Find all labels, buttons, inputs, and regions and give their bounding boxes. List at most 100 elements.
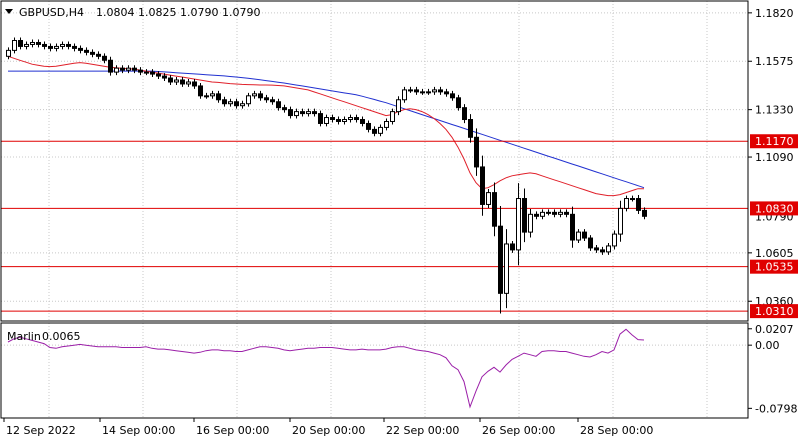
indicator-value: 0.0065 [42, 330, 81, 343]
candle [42, 41, 47, 50]
candle [72, 43, 77, 52]
y-tick-label: 1.1090 [755, 151, 794, 164]
candle-body [168, 77, 173, 83]
candle-body [72, 45, 77, 49]
candle [582, 229, 587, 241]
candle [246, 92, 251, 107]
candle-body [156, 73, 161, 77]
candle-body [48, 45, 53, 49]
candle [486, 189, 491, 209]
candle-body [414, 89, 419, 93]
candle-body [396, 99, 401, 113]
candle-body [264, 97, 269, 101]
candle [408, 86, 413, 93]
level-tag-box [750, 304, 798, 319]
candle [174, 77, 179, 85]
candle-body [12, 40, 17, 51]
candle-body [468, 119, 473, 138]
candle [60, 41, 65, 50]
candle [270, 96, 275, 105]
candle [156, 71, 161, 80]
candle-body [450, 93, 455, 99]
candle [360, 116, 365, 127]
candle [642, 207, 647, 220]
candle-body [294, 111, 299, 117]
candle-body [126, 67, 131, 71]
chevron-down-icon[interactable] [5, 9, 13, 14]
candle-body [546, 211, 551, 214]
candle-body [480, 166, 485, 205]
candle [144, 69, 149, 76]
candle-body [78, 47, 83, 51]
candle [210, 90, 215, 99]
candle-body [330, 117, 335, 121]
x-tick-label: 22 Sep 00:00 [386, 424, 459, 437]
candle [570, 206, 575, 248]
oscillator-line [1, 328, 748, 409]
level-price-tag: 1.0830 [750, 201, 798, 216]
candle-body [384, 120, 389, 128]
candle-body [192, 81, 197, 87]
candle-body [108, 59, 113, 73]
candle-body [300, 111, 305, 115]
candle-body [288, 109, 293, 117]
candle-body [522, 198, 527, 233]
osc-y-tick-label: 0.00 [755, 339, 780, 352]
candle [180, 77, 185, 87]
osc-y-tick-label: 0.0207 [755, 323, 794, 336]
candle [324, 114, 329, 127]
candle [342, 116, 347, 125]
candle-body [90, 51, 95, 55]
candle-body [216, 93, 221, 101]
candle [480, 155, 485, 216]
candle-body [642, 209, 647, 217]
candle [636, 194, 641, 214]
candle [396, 96, 401, 116]
indicator-header: Marlin 0.0065 [7, 330, 81, 343]
candle-body [36, 41, 41, 45]
candle [534, 211, 539, 220]
level-tag-label: 1.0830 [755, 202, 794, 215]
candle-body [420, 91, 425, 94]
candle [258, 90, 263, 101]
candle-body [174, 79, 179, 83]
candle [378, 124, 383, 137]
level-tag-box [750, 259, 798, 274]
level-tag-box [750, 201, 798, 216]
candle [300, 108, 305, 117]
candle-body [222, 99, 227, 105]
candle-body [336, 119, 341, 122]
candle-body [456, 97, 461, 109]
y-tick-label: 1.1330 [755, 104, 794, 117]
candle [138, 67, 143, 76]
candle-body [258, 93, 263, 99]
symbol-label: GBPUSD,H4 [19, 6, 84, 19]
x-tick-label: 12 Sep 2022 [6, 424, 76, 437]
candle-body [636, 198, 641, 211]
candle-body [558, 211, 563, 215]
candle [132, 65, 137, 74]
candle-body [528, 213, 533, 233]
candle-body [138, 69, 143, 73]
oscillator-pane-frame [0, 322, 749, 419]
candle-body [6, 49, 11, 57]
candle-body [228, 101, 233, 105]
candle-body [210, 93, 215, 97]
level-tag-box [750, 134, 798, 149]
candle-body [600, 249, 605, 253]
candle [66, 41, 71, 50]
candle-body [84, 49, 89, 53]
candle [366, 120, 371, 133]
candle-body [588, 237, 593, 249]
candle-body [204, 95, 209, 98]
candle-body [162, 75, 167, 79]
level-price-tag: 1.0310 [750, 304, 798, 319]
candle [186, 79, 191, 87]
candle [168, 75, 173, 85]
candle [162, 73, 167, 81]
candle [252, 90, 257, 99]
candle [78, 45, 83, 54]
candle [234, 98, 239, 109]
